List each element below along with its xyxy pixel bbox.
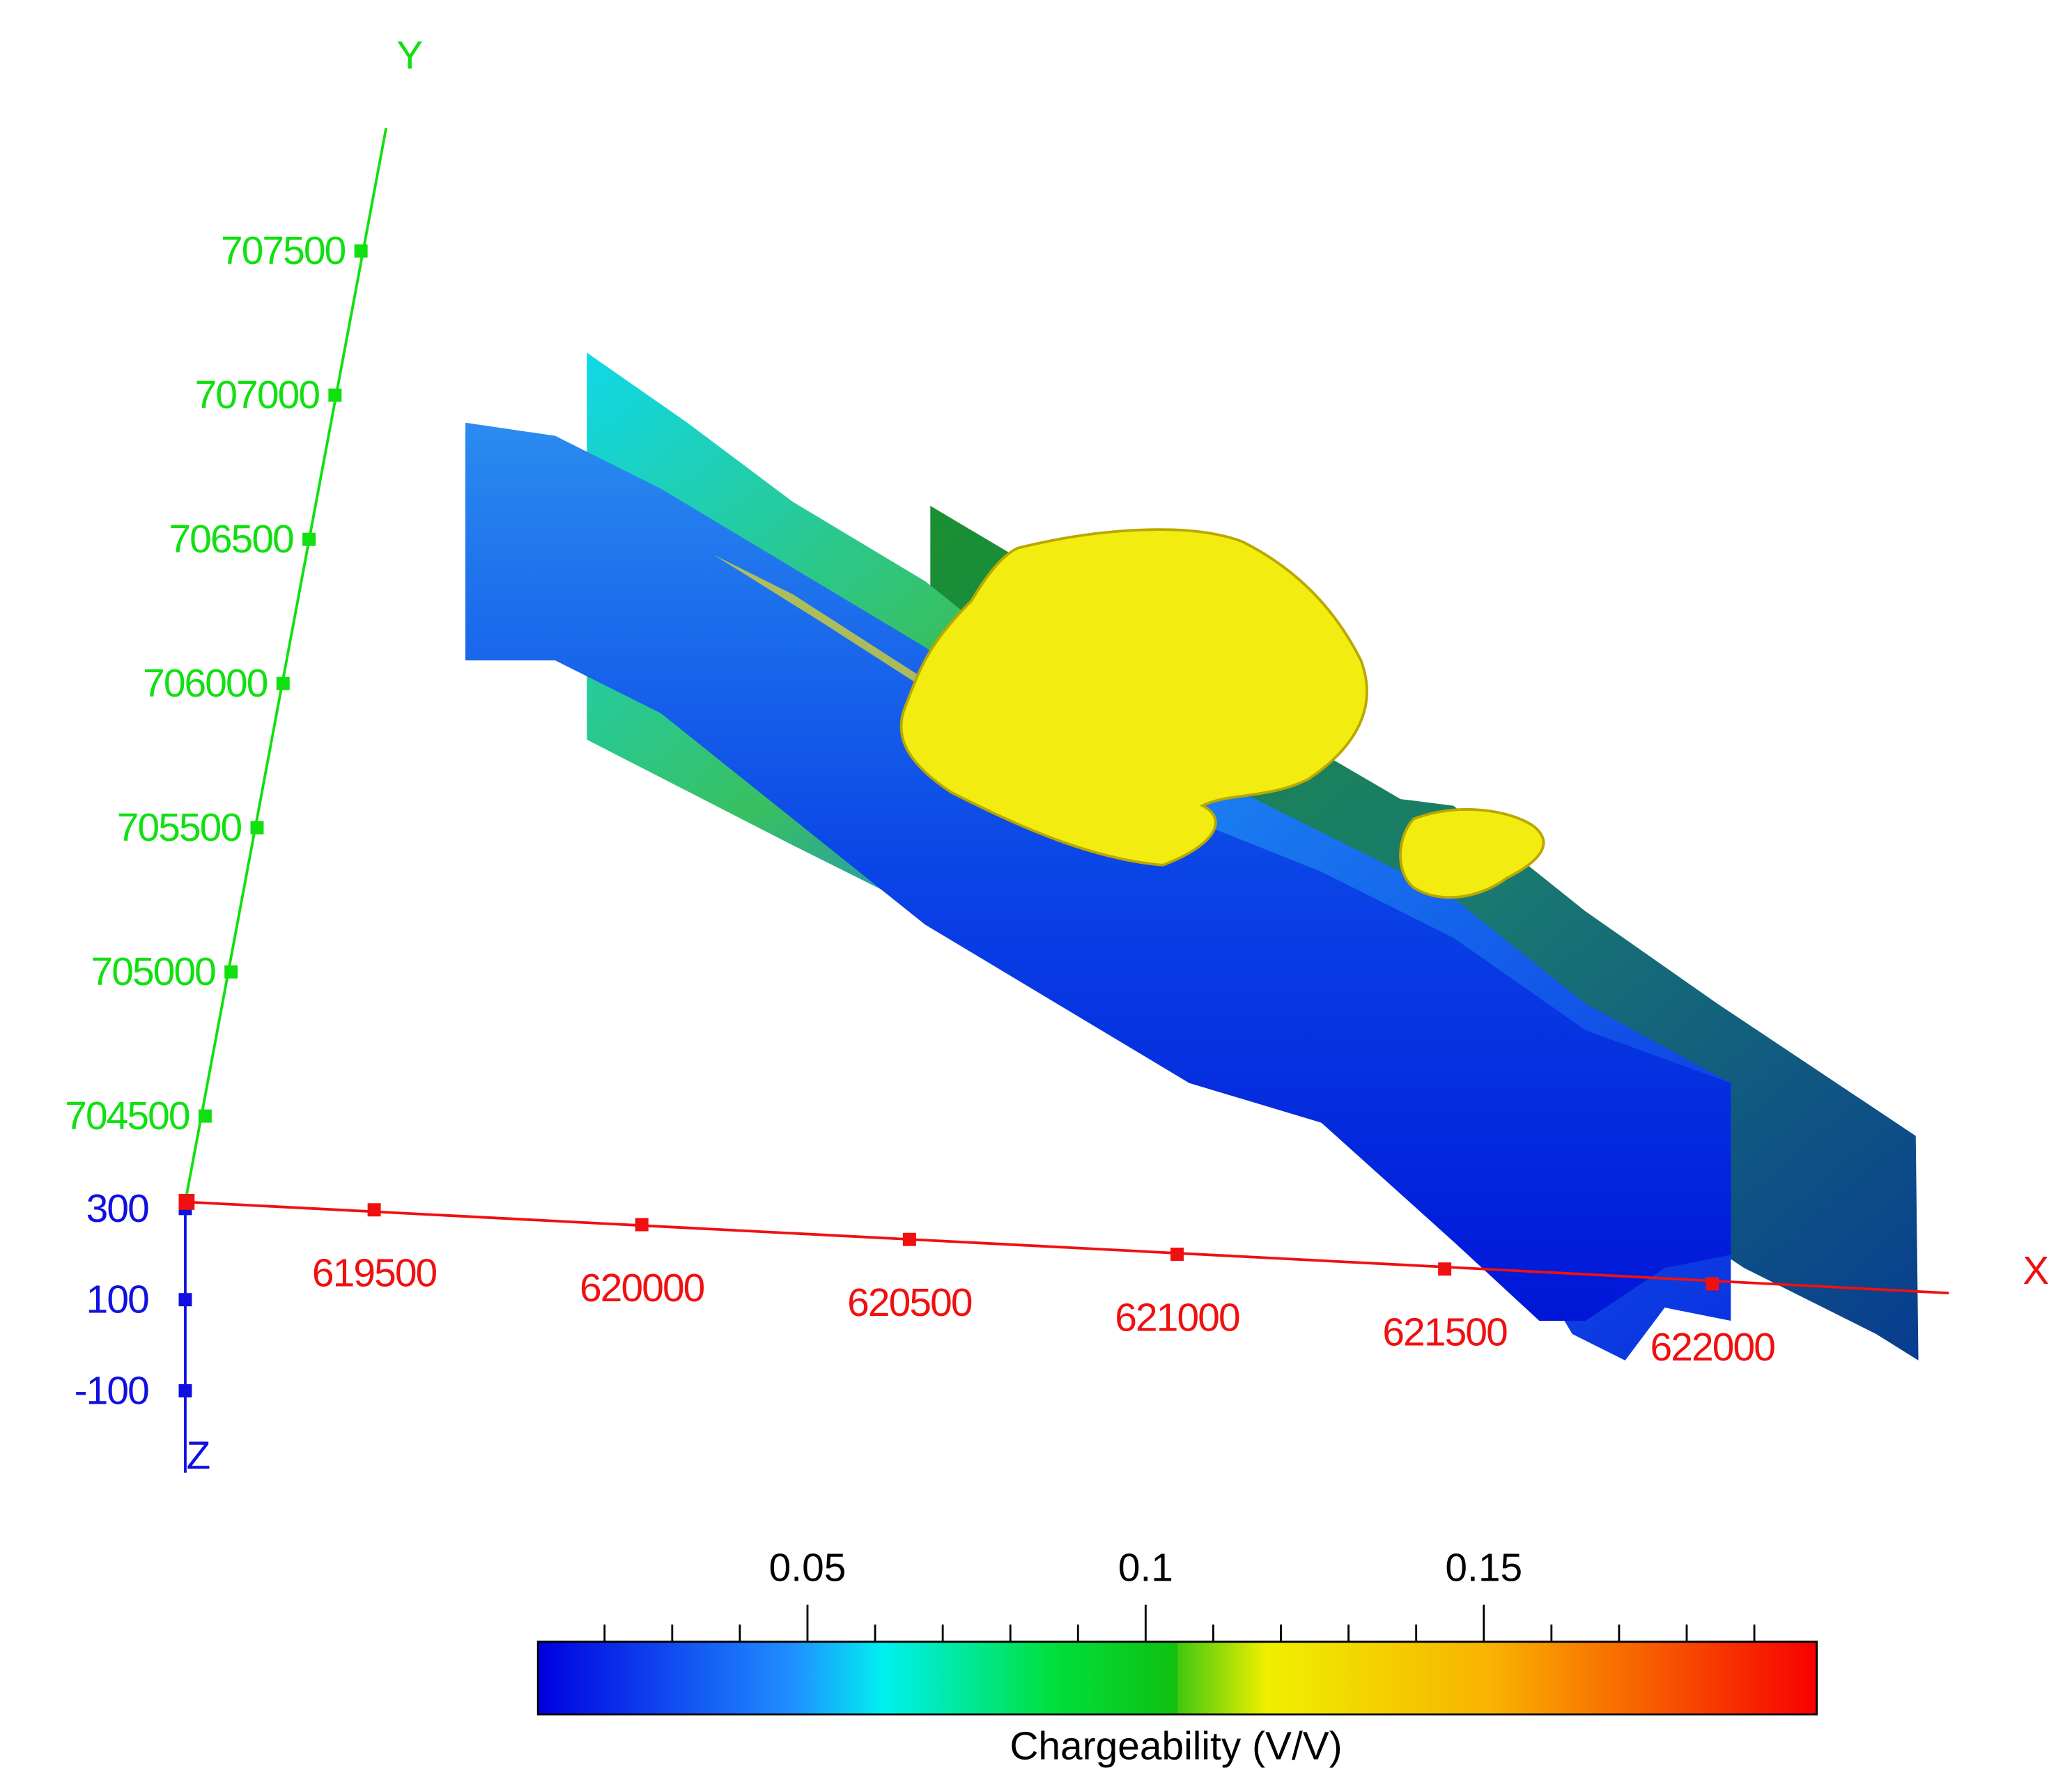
x-tick-label: 620000 xyxy=(580,1266,704,1310)
colorbar xyxy=(536,1641,1818,1716)
x-tick xyxy=(367,1203,381,1217)
y-axis-line xyxy=(184,127,388,1202)
y-tick-label: 705000 xyxy=(91,950,216,994)
ore-body-small xyxy=(1399,808,1545,899)
z-tick-label: -100 xyxy=(75,1369,149,1413)
y-tick xyxy=(354,244,368,258)
ore-body xyxy=(899,528,1368,867)
y-tick xyxy=(224,965,238,979)
y-tick xyxy=(328,388,342,402)
y-tick xyxy=(198,1109,212,1123)
colorbar-tick-label: 0.05 xyxy=(769,1546,846,1590)
colorbar-tick-label: 0.1 xyxy=(1118,1546,1173,1590)
y-tick-label: 704500 xyxy=(65,1094,190,1138)
x-tick xyxy=(1706,1277,1719,1291)
y-tick xyxy=(276,676,290,690)
x-tick-label: 619500 xyxy=(312,1252,437,1296)
origin xyxy=(178,1194,195,1210)
x-tick xyxy=(1438,1262,1452,1276)
z-axis-label: Z xyxy=(187,1434,211,1478)
y-tick-label: 705500 xyxy=(117,806,242,850)
y-axis-label: Y xyxy=(396,34,423,78)
x-axis-label: X xyxy=(2023,1249,2049,1293)
x-tick-label: 621000 xyxy=(1115,1296,1239,1340)
z-tick xyxy=(178,1384,192,1397)
colorbar-tick-label: 0.15 xyxy=(1445,1546,1522,1590)
y-tick-label: 707500 xyxy=(221,229,346,273)
x-tick-label: 620500 xyxy=(847,1281,972,1325)
y-tick-label: 706500 xyxy=(169,518,293,561)
x-tick-label: 622000 xyxy=(1650,1326,1775,1370)
x-tick-label: 621500 xyxy=(1382,1311,1507,1355)
x-tick xyxy=(635,1218,649,1232)
y-tick-label: 706000 xyxy=(143,662,268,706)
x-axis-line xyxy=(185,1200,1949,1295)
y-tick xyxy=(250,821,264,835)
z-tick-label: 100 xyxy=(86,1278,148,1322)
x-tick xyxy=(902,1232,916,1246)
z-tick xyxy=(178,1293,192,1307)
front-section xyxy=(465,422,1731,1321)
x-tick xyxy=(1170,1247,1184,1261)
colorbar-title: Chargeability (V/V) xyxy=(1010,1724,1342,1768)
y-tick xyxy=(302,532,316,546)
y-tick-label: 707000 xyxy=(195,373,320,417)
z-tick-label: 300 xyxy=(86,1187,148,1231)
